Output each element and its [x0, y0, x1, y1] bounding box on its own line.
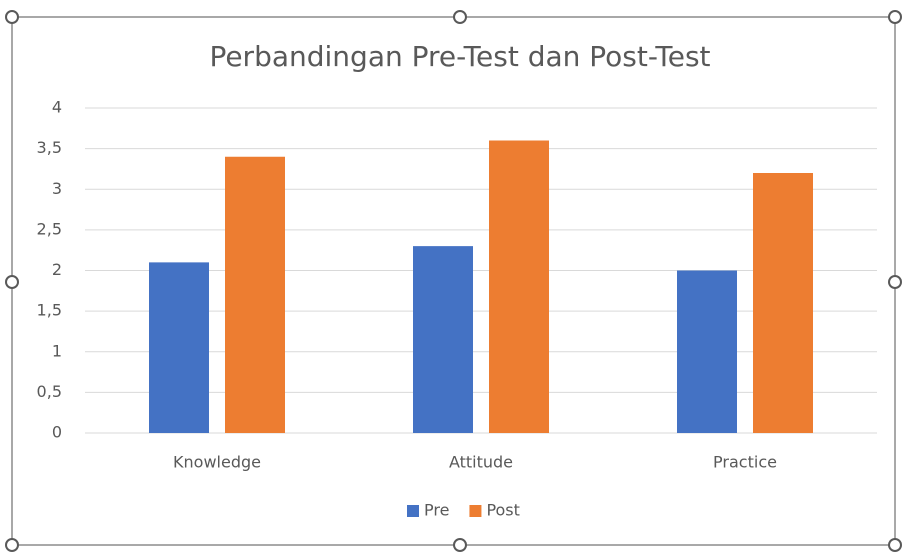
bar: [225, 156, 285, 433]
y-tick-label: 2: [52, 260, 62, 279]
y-tick-label: 4: [52, 98, 62, 117]
handle[interactable]: [5, 10, 19, 24]
y-tick-label: 3: [52, 179, 62, 198]
handle[interactable]: [888, 275, 902, 289]
selection-handles[interactable]: [5, 10, 902, 552]
y-tick-label: 0: [52, 423, 62, 442]
y-tick-label: 1: [52, 341, 62, 360]
bar: [149, 262, 209, 433]
handle[interactable]: [453, 538, 467, 552]
y-tick-label: 3,5: [37, 138, 62, 157]
bar: [677, 270, 737, 433]
handle[interactable]: [5, 275, 19, 289]
handle[interactable]: [888, 10, 902, 24]
handle[interactable]: [5, 538, 19, 552]
handle[interactable]: [453, 10, 467, 24]
x-tick-label: Attitude: [449, 453, 513, 472]
bar: [489, 140, 549, 433]
x-tick-label: Practice: [713, 453, 777, 472]
legend-swatch: [469, 505, 482, 517]
handle[interactable]: [888, 538, 902, 552]
legend-label: Pre: [424, 501, 449, 520]
legend-swatch: [407, 505, 419, 517]
bar: [413, 246, 473, 433]
y-tick-label: 0,5: [37, 382, 62, 401]
y-tick-label: 2,5: [37, 219, 62, 238]
legend-label: Post: [486, 501, 519, 520]
bar: [753, 173, 813, 433]
chart-title: Perbandingan Pre-Test dan Post-Test: [209, 40, 710, 73]
x-tick-label: Knowledge: [173, 453, 261, 472]
y-tick-label: 1,5: [37, 301, 62, 320]
